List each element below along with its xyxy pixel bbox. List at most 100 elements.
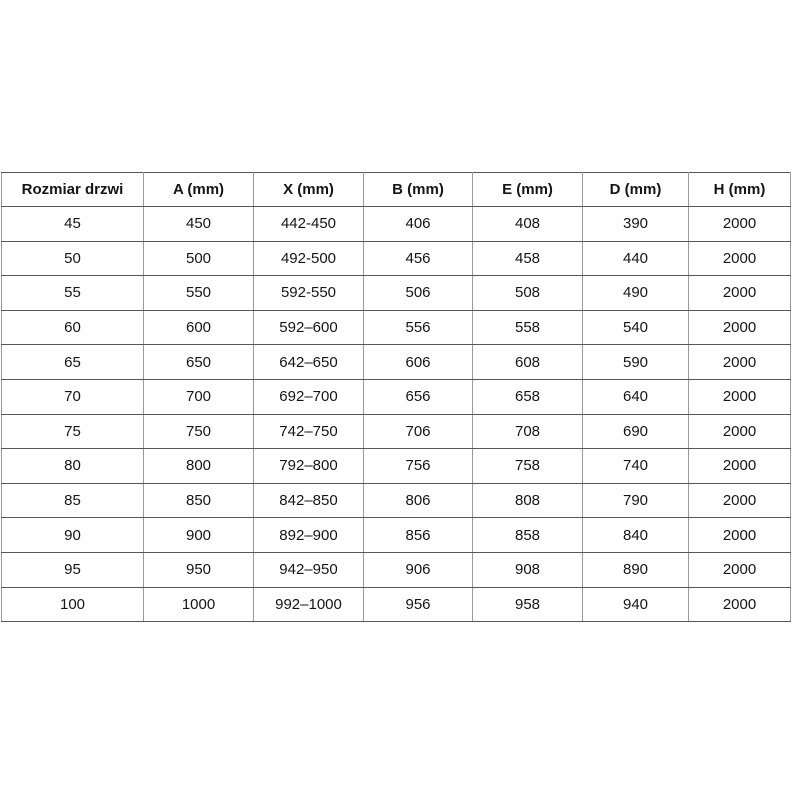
table-cell: 856 <box>363 517 473 553</box>
table-cell: 2000 <box>688 309 791 346</box>
table-cell: 458 <box>472 240 583 277</box>
table-cell: 506 <box>363 275 473 311</box>
column-header: B (mm) <box>363 172 473 207</box>
table-row: 75 750 742–750 706 708 690 2000 <box>1 413 791 450</box>
column-header: Rozmiar drzwi <box>1 172 144 207</box>
table-row: 45 450 442-450 406 408 390 2000 <box>1 206 791 242</box>
table-cell: 842–850 <box>253 482 364 519</box>
table-cell: 500 <box>143 240 254 277</box>
table-cell: 390 <box>582 206 689 242</box>
table-cell: 806 <box>363 482 473 519</box>
table-cell: 892–900 <box>253 517 364 553</box>
table-cell: 2000 <box>688 586 791 623</box>
table-row: 50 500 492-500 456 458 440 2000 <box>1 240 791 277</box>
table-cell: 700 <box>143 378 254 415</box>
table-cell: 590 <box>582 344 689 380</box>
table-cell: 992–1000 <box>253 586 364 623</box>
table-cell: 808 <box>472 482 583 519</box>
table-row: 60 600 592–600 556 558 540 2000 <box>1 309 791 346</box>
table-cell: 592–600 <box>253 309 364 346</box>
table-cell: 750 <box>143 413 254 450</box>
table-cell: 706 <box>363 413 473 450</box>
table-cell: 440 <box>582 240 689 277</box>
table-cell: 442-450 <box>253 206 364 242</box>
table-cell: 450 <box>143 206 254 242</box>
door-dimensions-table: Rozmiar drzwi A (mm) X (mm) B (mm) E (mm) D (… <box>1 172 791 623</box>
table-cell: 742–750 <box>253 413 364 450</box>
table-cell: 1000 <box>143 586 254 623</box>
table-cell: 692–700 <box>253 378 364 415</box>
table-cell: 55 <box>1 275 144 311</box>
table-header: Rozmiar drzwi A (mm) X (mm) B (mm) E (mm) D (… <box>1 172 791 207</box>
table-cell: 606 <box>363 344 473 380</box>
table-cell: 756 <box>363 448 473 484</box>
table-cell: 850 <box>143 482 254 519</box>
table-cell: 50 <box>1 240 144 277</box>
table-cell: 900 <box>143 517 254 553</box>
table-cell: 792–800 <box>253 448 364 484</box>
table-cell: 906 <box>363 551 473 588</box>
table-cell: 800 <box>143 448 254 484</box>
column-header: D (mm) <box>582 172 689 207</box>
table-cell: 70 <box>1 378 144 415</box>
table-cell: 508 <box>472 275 583 311</box>
table-cell: 956 <box>363 586 473 623</box>
table-cell: 2000 <box>688 413 791 450</box>
table-cell: 642–650 <box>253 344 364 380</box>
table-cell: 592-550 <box>253 275 364 311</box>
table-cell: 60 <box>1 309 144 346</box>
table-cell: 490 <box>582 275 689 311</box>
table-cell: 690 <box>582 413 689 450</box>
table-cell: 740 <box>582 448 689 484</box>
table-cell: 2000 <box>688 551 791 588</box>
column-header: H (mm) <box>688 172 791 207</box>
table-cell: 2000 <box>688 378 791 415</box>
table-body: 45 450 442-450 406 408 390 2000 50 500 492-500 456… <box>1 206 791 623</box>
table-cell: 550 <box>143 275 254 311</box>
table-cell: 2000 <box>688 275 791 311</box>
table-cell: 650 <box>143 344 254 380</box>
table-cell: 556 <box>363 309 473 346</box>
table-cell: 958 <box>472 586 583 623</box>
table-cell: 908 <box>472 551 583 588</box>
table-row: 80 800 792–800 756 758 740 2000 <box>1 448 791 484</box>
table-cell: 608 <box>472 344 583 380</box>
table-row: 85 850 842–850 806 808 790 2000 <box>1 482 791 519</box>
table-cell: 858 <box>472 517 583 553</box>
table-cell: 492-500 <box>253 240 364 277</box>
table-cell: 840 <box>582 517 689 553</box>
table-cell: 558 <box>472 309 583 346</box>
table-cell: 65 <box>1 344 144 380</box>
table-cell: 85 <box>1 482 144 519</box>
table-cell: 950 <box>143 551 254 588</box>
table-cell: 45 <box>1 206 144 242</box>
table-cell: 640 <box>582 378 689 415</box>
table-cell: 708 <box>472 413 583 450</box>
table-cell: 2000 <box>688 206 791 242</box>
table-cell: 942–950 <box>253 551 364 588</box>
table-cell: 2000 <box>688 344 791 380</box>
table-cell: 940 <box>582 586 689 623</box>
table-row: 65 650 642–650 606 608 590 2000 <box>1 344 791 380</box>
table-cell: 75 <box>1 413 144 450</box>
table-cell: 656 <box>363 378 473 415</box>
table-cell: 790 <box>582 482 689 519</box>
table-row: 100 1000 992–1000 956 958 940 2000 <box>1 586 791 623</box>
table-cell: 456 <box>363 240 473 277</box>
column-header: E (mm) <box>472 172 583 207</box>
table-cell: 80 <box>1 448 144 484</box>
table-cell: 406 <box>363 206 473 242</box>
table-header-row: Rozmiar drzwi A (mm) X (mm) B (mm) E (mm) D (… <box>1 172 791 207</box>
table-cell: 2000 <box>688 240 791 277</box>
table-cell: 2000 <box>688 448 791 484</box>
table-cell: 890 <box>582 551 689 588</box>
table-cell: 90 <box>1 517 144 553</box>
table-cell: 95 <box>1 551 144 588</box>
table-row: 95 950 942–950 906 908 890 2000 <box>1 551 791 588</box>
table-cell: 658 <box>472 378 583 415</box>
table-row: 90 900 892–900 856 858 840 2000 <box>1 517 791 553</box>
table-cell: 2000 <box>688 482 791 519</box>
table-cell: 600 <box>143 309 254 346</box>
table-cell: 540 <box>582 309 689 346</box>
table-cell: 408 <box>472 206 583 242</box>
